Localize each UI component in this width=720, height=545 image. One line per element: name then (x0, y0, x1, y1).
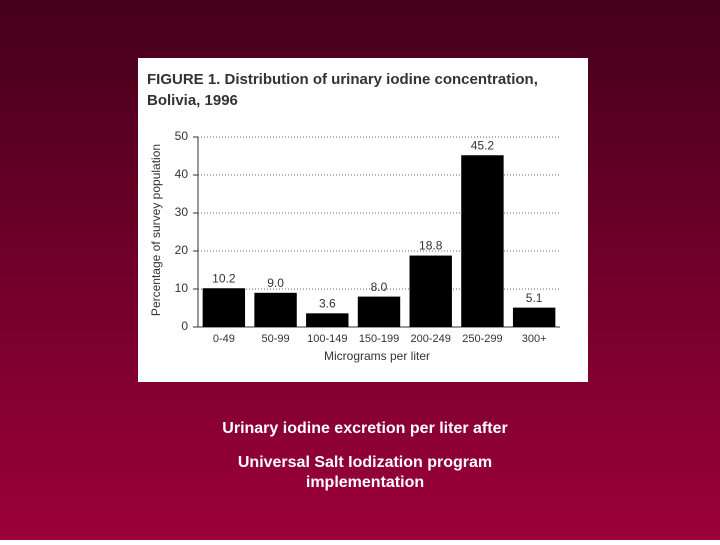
y-tick-label: 20 (175, 243, 189, 257)
data-label: 18.8 (419, 239, 443, 253)
caption: implementation (306, 474, 424, 491)
y-tick-label: 40 (175, 167, 189, 181)
data-label: 9.0 (267, 276, 284, 290)
data-label: 10.2 (212, 271, 236, 285)
caption: Urinary iodine excretion per liter after (222, 420, 507, 437)
x-tick-label: 250-299 (462, 333, 502, 345)
x-axis-label: Micrograms per liter (324, 349, 430, 363)
y-tick-label: 50 (175, 129, 189, 143)
x-tick-label: 0-49 (213, 333, 235, 345)
y-tick-label: 0 (181, 319, 188, 333)
caption: Universal Salt Iodization program (238, 454, 492, 471)
x-tick-label: 50-99 (262, 333, 290, 345)
data-label: 5.1 (526, 291, 543, 305)
bar (512, 307, 556, 327)
y-tick-label: 10 (175, 281, 189, 295)
data-label: 8.0 (371, 280, 388, 294)
x-tick-label: 150-199 (359, 333, 399, 345)
bar (357, 296, 401, 327)
figure-panel (138, 58, 588, 382)
data-label: 3.6 (319, 296, 336, 310)
chart-title: FIGURE 1. Distribution of urinary iodine… (147, 71, 538, 88)
x-tick-label: 200-249 (411, 333, 451, 345)
bar (306, 313, 349, 327)
y-tick-label: 30 (175, 205, 189, 219)
data-label: 45.2 (471, 138, 495, 152)
x-tick-label: 300+ (522, 333, 547, 345)
x-tick-label: 100-149 (307, 333, 347, 345)
chart-title: Bolivia, 1996 (147, 92, 238, 109)
bar (461, 155, 504, 327)
bar (409, 255, 452, 327)
y-axis-label: Percentage of survey population (149, 144, 163, 316)
bar (202, 288, 246, 327)
bar (254, 292, 297, 327)
